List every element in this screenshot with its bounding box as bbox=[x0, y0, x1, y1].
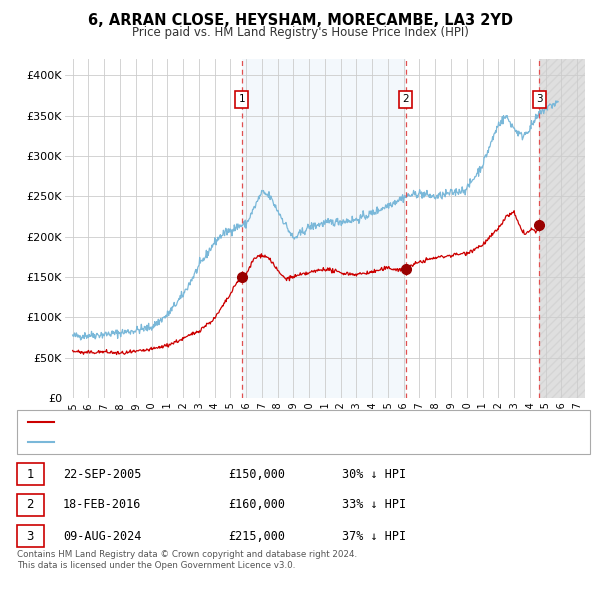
Text: 33% ↓ HPI: 33% ↓ HPI bbox=[342, 499, 406, 512]
Bar bbox=[539, 59, 585, 398]
Bar bbox=[539, 59, 585, 398]
Text: 30% ↓ HPI: 30% ↓ HPI bbox=[342, 467, 406, 480]
Text: This data is licensed under the Open Government Licence v3.0.: This data is licensed under the Open Gov… bbox=[17, 560, 295, 569]
Text: 3: 3 bbox=[26, 529, 34, 542]
Text: 18-FEB-2016: 18-FEB-2016 bbox=[63, 499, 142, 512]
Text: 2: 2 bbox=[26, 499, 34, 512]
Text: 1: 1 bbox=[238, 94, 245, 104]
Text: Price paid vs. HM Land Registry's House Price Index (HPI): Price paid vs. HM Land Registry's House … bbox=[131, 26, 469, 39]
Text: £160,000: £160,000 bbox=[228, 499, 285, 512]
Bar bbox=[539, 59, 585, 398]
Text: Contains HM Land Registry data © Crown copyright and database right 2024.: Contains HM Land Registry data © Crown c… bbox=[17, 550, 357, 559]
Text: 37% ↓ HPI: 37% ↓ HPI bbox=[342, 529, 406, 542]
Text: £150,000: £150,000 bbox=[228, 467, 285, 480]
Text: 6, ARRAN CLOSE, HEYSHAM, MORECAMBE, LA3 2YD (detached house): 6, ARRAN CLOSE, HEYSHAM, MORECAMBE, LA3 … bbox=[60, 418, 424, 427]
Text: 22-SEP-2005: 22-SEP-2005 bbox=[63, 467, 142, 480]
Text: 1: 1 bbox=[26, 467, 34, 480]
Text: 3: 3 bbox=[536, 94, 542, 104]
Text: 2: 2 bbox=[402, 94, 409, 104]
Text: 6, ARRAN CLOSE, HEYSHAM, MORECAMBE, LA3 2YD: 6, ARRAN CLOSE, HEYSHAM, MORECAMBE, LA3 … bbox=[88, 13, 512, 28]
Bar bbox=[242, 59, 406, 398]
Text: 09-AUG-2024: 09-AUG-2024 bbox=[63, 529, 142, 542]
Text: £215,000: £215,000 bbox=[228, 529, 285, 542]
Text: HPI: Average price, detached house, Lancaster: HPI: Average price, detached house, Lanc… bbox=[60, 437, 304, 447]
